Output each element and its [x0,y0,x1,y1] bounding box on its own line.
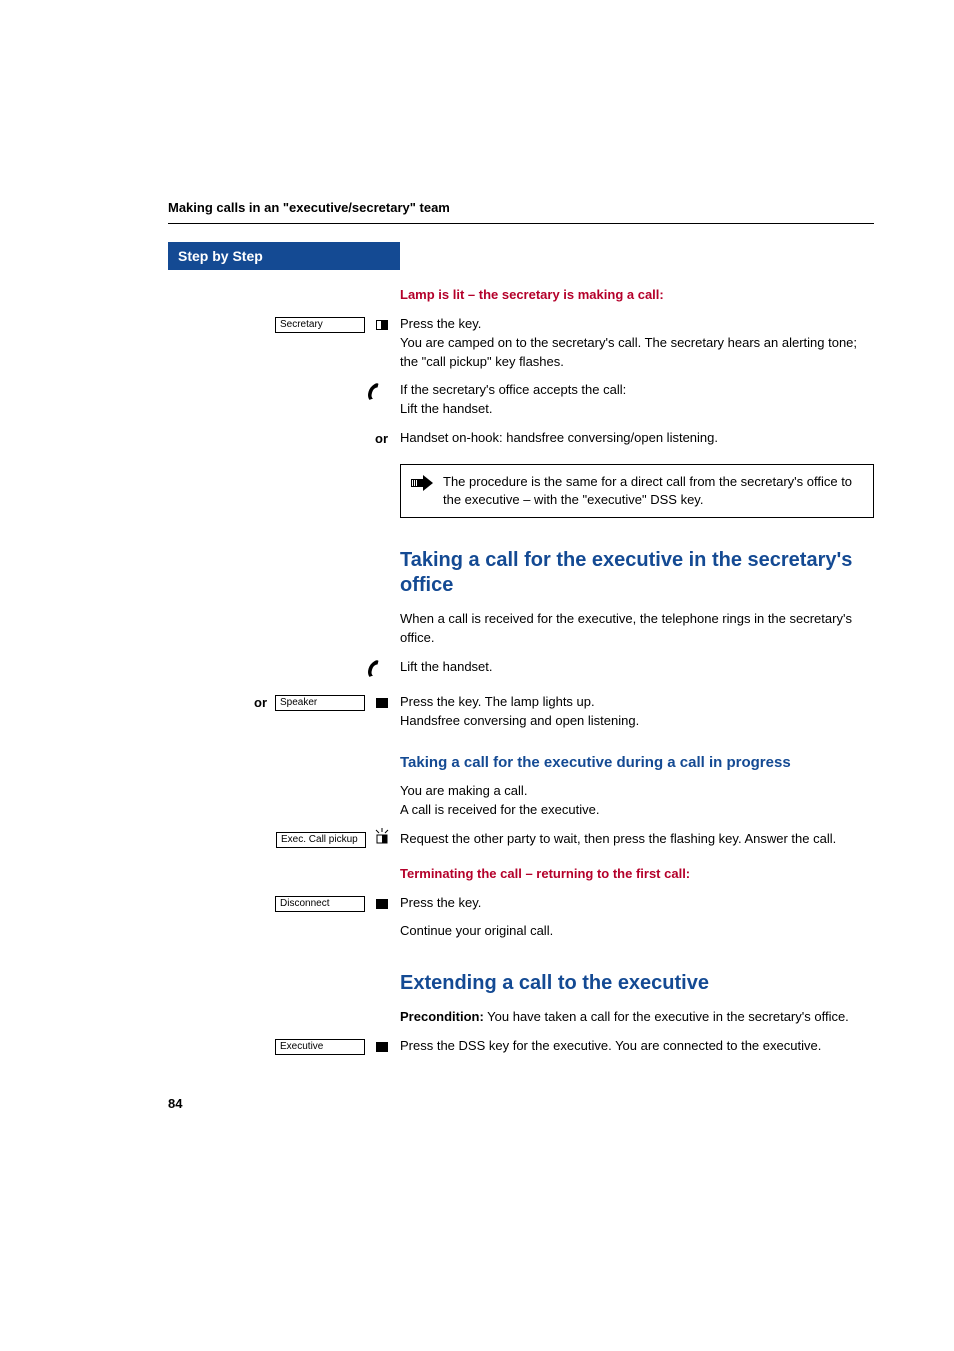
disconnect-key[interactable]: Disconnect [275,896,365,912]
step-by-step-bar: Step by Step [168,242,400,270]
note-text: The procedure is the same for a direct c… [443,473,863,509]
section3-press: Press the key. [400,894,874,913]
speaker-key[interactable]: Speaker [275,695,365,711]
section4-precondition: Precondition: You have taken a call for … [400,1008,874,1027]
note-arrow-icon [411,475,433,509]
handset-icon [363,657,392,686]
executive-key-label: Executive [280,1041,323,1053]
page: Making calls in an "executive/secretary"… [0,0,954,1171]
lamp-icon-dark [376,698,388,708]
section2-lift: Lift the handset. [400,658,874,677]
section1-title: Lamp is lit – the secretary is making a … [400,287,664,302]
handset-icon [363,380,392,409]
speaker-key-label: Speaker [280,697,317,709]
exec-call-pickup-label: Exec. Call pickup [281,834,358,846]
running-header: Making calls in an "executive/secretary"… [168,200,874,224]
lamp-icon-dark3 [376,1042,388,1052]
section3-line3: Request the other party to wait, then pr… [400,830,874,849]
section1-line1a: Press the key. [400,315,874,334]
section2-heading: Taking a call for the executive in the s… [400,548,874,598]
section1-line2a: If the secretary's office accepts the ca… [400,381,874,400]
section2-press2: Handsfree conversing and open listening. [400,712,874,731]
section2-press: Press the key. The lamp lights up. [400,693,874,712]
section3-line1: You are making a call. [400,782,874,801]
note-box: The procedure is the same for a direct c… [400,464,874,518]
section1-line2b: Lift the handset. [400,400,874,419]
or-label-2: or [254,695,267,710]
section1-line3: Handset on-hook: handsfree conversing/op… [400,429,874,448]
section1-line1b: You are camped on to the secretary's cal… [400,334,874,372]
section4-heading: Extending a call to the executive [400,971,874,996]
section3-cont: Continue your original call. [400,922,874,941]
secretary-key[interactable]: Secretary [275,317,365,333]
step-bar-row: Step by Step [168,242,874,270]
section2-intro: When a call is received for the executiv… [400,610,874,648]
disconnect-key-label: Disconnect [280,898,329,910]
section4-line: Press the DSS key for the executive. You… [400,1037,874,1056]
exec-call-pickup-key[interactable]: Exec. Call pickup [276,832,366,848]
precondition-text: You have taken a call for the executive … [484,1009,849,1024]
lamp-icon-dark2 [376,899,388,909]
section3-heading: Taking a call for the executive during a… [400,753,874,773]
flashing-lamp-icon [374,834,388,846]
lamp-icon [376,320,388,330]
section3-subred: Terminating the call – returning to the … [400,866,690,881]
precondition-label: Precondition: [400,1009,484,1024]
page-number: 84 [168,1096,874,1111]
or-label-1: or [375,431,388,446]
secretary-key-label: Secretary [280,319,323,331]
section3-line2: A call is received for the executive. [400,801,874,820]
executive-key[interactable]: Executive [275,1039,365,1055]
